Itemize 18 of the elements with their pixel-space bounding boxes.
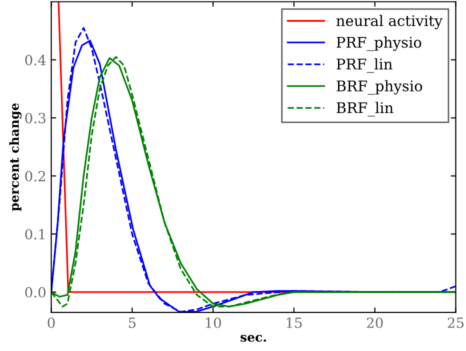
y-tick-label: 0.1 (25, 228, 44, 240)
y-tick-label: 0.0 (25, 287, 46, 298)
y-tick-label: 0.2 (25, 170, 46, 182)
y-tick-label: 0.4 (25, 54, 46, 66)
x-tick-label: 0 (48, 317, 55, 328)
legend-label: BRF_physio (336, 80, 422, 95)
x-axis-title: sec. (240, 334, 266, 342)
x-tick-label: 15 (286, 317, 302, 328)
legend-label: neural activity (336, 14, 443, 30)
legend-label: BRF_lin (336, 102, 394, 116)
y-tick-label: 0.3 (25, 112, 46, 124)
legend-label: PRF_lin (336, 58, 392, 73)
x-tick-label: 5 (128, 318, 136, 328)
x-tick-label: 20 (366, 317, 383, 328)
x-tick-label: 10 (206, 317, 221, 328)
y-axis-title: percent change (9, 103, 22, 212)
x-tick-label: 25 (448, 317, 464, 328)
legend-label: PRF_physio (336, 36, 422, 52)
